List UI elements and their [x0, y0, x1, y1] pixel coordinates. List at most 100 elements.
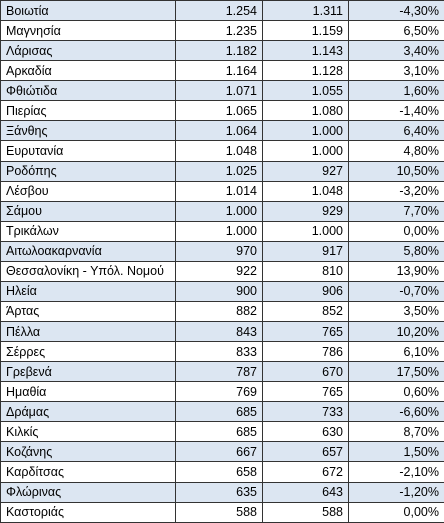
value-a: 882 — [175, 300, 263, 323]
region-name: Σέρρες — [0, 341, 176, 363]
value-a: 588 — [175, 501, 263, 523]
region-name: Φθιώτιδα — [0, 80, 176, 102]
table-row: Αρκαδία 1.164 1.128 3,10% — [0, 60, 444, 82]
table-row: Άρτας 882 852 3,50% — [0, 300, 444, 323]
change-percent: 13,90% — [348, 260, 444, 282]
value-a: 922 — [175, 260, 263, 282]
table-row: Πιερίας 1.065 1.080 -1,40% — [0, 100, 444, 122]
value-a: 843 — [175, 320, 263, 343]
value-a: 685 — [175, 421, 263, 443]
table-row: Καστοριάς 588 588 0,00% — [0, 501, 444, 523]
change-percent: -6,60% — [348, 401, 444, 423]
value-b: 1.000 — [262, 120, 349, 142]
change-percent: -1,20% — [348, 481, 444, 503]
value-a: 900 — [175, 280, 263, 302]
table-row: Πέλλα 843 765 10,20% — [0, 320, 444, 343]
value-b: 1.311 — [262, 0, 349, 22]
value-a: 1.064 — [175, 120, 263, 142]
table-row: Ημαθία 769 765 0,60% — [0, 381, 444, 403]
region-name: Φλώρινας — [0, 481, 176, 503]
change-percent: 0,00% — [348, 220, 444, 242]
table-row: Αιτωλοακαρνανία 970 917 5,80% — [0, 240, 444, 262]
change-percent: 17,50% — [348, 361, 444, 383]
change-percent: 6,10% — [348, 341, 444, 363]
value-b: 917 — [262, 240, 349, 262]
change-percent: -4,30% — [348, 0, 444, 22]
value-a: 1.071 — [175, 80, 263, 102]
table-row: Γρεβενά 787 670 17,50% — [0, 361, 444, 383]
change-percent: 7,70% — [348, 200, 444, 222]
value-a: 833 — [175, 341, 263, 363]
table-row: Κιλκίς 685 630 8,70% — [0, 421, 444, 443]
value-a: 970 — [175, 240, 263, 262]
change-percent: 4,80% — [348, 140, 444, 162]
value-b: 1.128 — [262, 60, 349, 82]
region-name: Σάμου — [0, 200, 176, 222]
region-name: Τρικάλων — [0, 220, 176, 242]
table-row: Τρικάλων 1.000 1.000 0,00% — [0, 220, 444, 242]
value-b: 733 — [262, 401, 349, 423]
table-row: Φθιώτιδα 1.071 1.055 1,60% — [0, 80, 444, 102]
change-percent: 3,40% — [348, 40, 444, 62]
region-name: Λάρισας — [0, 40, 176, 62]
region-name: Κοζάνης — [0, 441, 176, 463]
region-name: Βοιωτία — [0, 0, 176, 22]
table-row: Ηλεία 900 906 -0,70% — [0, 280, 444, 302]
value-b: 657 — [262, 441, 349, 463]
value-a: 1.164 — [175, 60, 263, 82]
region-name: Ημαθία — [0, 381, 176, 403]
value-b: 810 — [262, 260, 349, 282]
change-percent: 0,00% — [348, 501, 444, 523]
value-a: 1.000 — [175, 200, 263, 222]
value-a: 1.048 — [175, 140, 263, 162]
change-percent: 1,50% — [348, 441, 444, 463]
value-b: 1.000 — [262, 140, 349, 162]
table-row: Σάμου 1.000 929 7,70% — [0, 200, 444, 222]
value-a: 658 — [175, 461, 263, 483]
change-percent: -2,10% — [348, 461, 444, 483]
table-row: Θεσσαλονίκη - Υπόλ. Νομού 922 810 13,90% — [0, 260, 444, 282]
value-b: 1.048 — [262, 180, 349, 202]
value-b: 1.159 — [262, 20, 349, 42]
value-b: 1.000 — [262, 220, 349, 242]
value-b: 929 — [262, 200, 349, 222]
change-percent: 0,60% — [348, 381, 444, 403]
value-a: 685 — [175, 401, 263, 423]
value-a: 1.235 — [175, 20, 263, 42]
value-b: 672 — [262, 461, 349, 483]
region-name: Θεσσαλονίκη - Υπόλ. Νομού — [0, 260, 176, 282]
value-b: 630 — [262, 421, 349, 443]
table-row: Κοζάνης 667 657 1,50% — [0, 441, 444, 463]
region-name: Καρδίτσας — [0, 461, 176, 483]
change-percent: 8,70% — [348, 421, 444, 443]
table-row: Ροδόπης 1.025 927 10,50% — [0, 160, 444, 182]
value-b: 643 — [262, 481, 349, 503]
table-row: Βοιωτία 1.254 1.311 -4,30% — [0, 0, 444, 22]
value-b: 906 — [262, 280, 349, 302]
value-b: 765 — [262, 381, 349, 403]
table-row: Σέρρες 833 786 6,10% — [0, 341, 444, 363]
change-percent: -3,20% — [348, 180, 444, 202]
value-b: 1.080 — [262, 100, 349, 122]
change-percent: -1,40% — [348, 100, 444, 122]
region-name: Πέλλα — [0, 320, 176, 343]
table-row: Ξάνθης 1.064 1.000 6,40% — [0, 120, 444, 142]
value-b: 765 — [262, 320, 349, 343]
value-a: 787 — [175, 361, 263, 383]
region-name: Ευρυτανία — [0, 140, 176, 162]
table-row: Καρδίτσας 658 672 -2,10% — [0, 461, 444, 483]
value-b: 1.055 — [262, 80, 349, 102]
region-name: Ηλεία — [0, 280, 176, 302]
region-name: Γρεβενά — [0, 361, 176, 383]
region-name: Λέσβου — [0, 180, 176, 202]
table-row: Δράμας 685 733 -6,60% — [0, 401, 444, 423]
region-name: Κιλκίς — [0, 421, 176, 443]
value-b: 927 — [262, 160, 349, 182]
change-percent: 3,10% — [348, 60, 444, 82]
region-name: Καστοριάς — [0, 501, 176, 523]
value-a: 635 — [175, 481, 263, 503]
region-name: Ξάνθης — [0, 120, 176, 142]
change-percent: 6,50% — [348, 20, 444, 42]
